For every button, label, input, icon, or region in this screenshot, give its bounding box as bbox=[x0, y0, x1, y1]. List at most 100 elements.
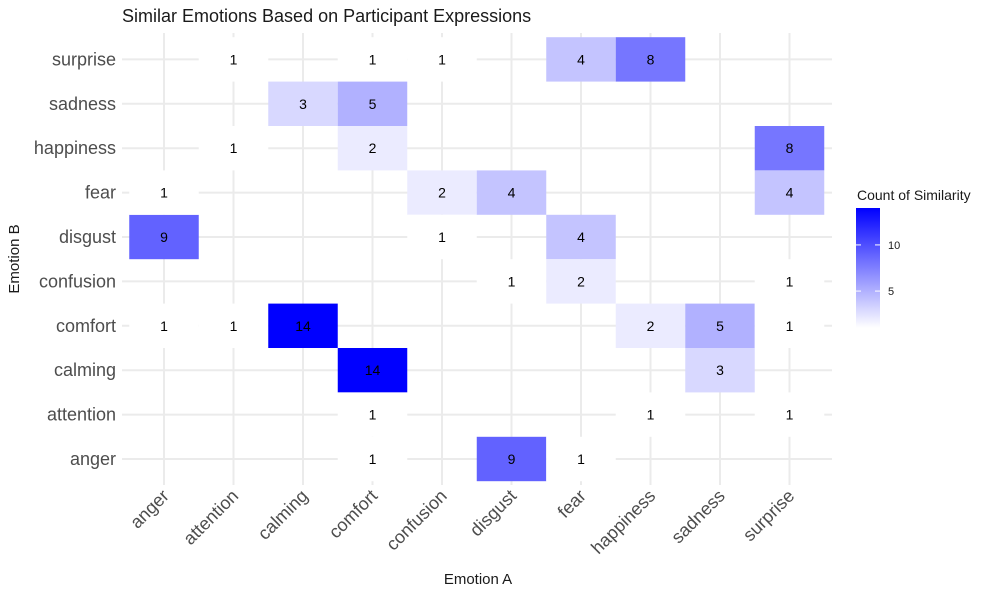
heatmap-cell-attention-happiness bbox=[198, 126, 269, 171]
y-tick-label-fear: fear bbox=[85, 183, 116, 203]
cell-label-attention-happiness: 1 bbox=[230, 140, 238, 156]
y-tick-label-disgust: disgust bbox=[59, 227, 116, 247]
heatmap-cell-comfort-calming bbox=[337, 348, 408, 393]
heatmap-cell-happiness-comfort bbox=[615, 303, 686, 348]
heatmap-cell-surprise-attention bbox=[754, 392, 825, 437]
y-tick-label-sadness: sadness bbox=[49, 94, 116, 114]
cell-label-calming-comfort: 14 bbox=[295, 318, 311, 334]
cell-label-fear-surprise: 4 bbox=[577, 51, 585, 67]
legend-tick-label-5: 5 bbox=[888, 286, 894, 298]
cell-label-disgust-anger: 9 bbox=[508, 451, 516, 467]
heatmap-cell-fear-surprise bbox=[546, 37, 616, 82]
heatmap-cell-anger-fear bbox=[129, 170, 199, 215]
y-tick-label-calming: calming bbox=[54, 360, 116, 380]
heatmap-cell-surprise-happiness bbox=[754, 126, 825, 171]
grid-lines bbox=[122, 33, 832, 485]
x-tick-label-surprise: surprise bbox=[739, 486, 798, 545]
x-tick-label-happiness: happiness bbox=[587, 486, 659, 558]
x-tick-label-disgust: disgust bbox=[466, 486, 520, 540]
heatmap-cell-surprise-confusion bbox=[754, 259, 825, 304]
heatmap-cell-fear-anger bbox=[546, 436, 616, 482]
y-axis-ticks: anger attention calming comfort confusion dis… bbox=[34, 49, 116, 469]
cell-label-surprise-comfort: 1 bbox=[786, 318, 794, 334]
y-tick-label-anger: anger bbox=[70, 449, 116, 469]
legend-ticks: 5 10 bbox=[856, 240, 900, 298]
cell-label-fear-disgust: 4 bbox=[577, 229, 585, 245]
heatmap-cell-surprise-comfort bbox=[754, 303, 825, 348]
x-tick-label-anger: anger bbox=[126, 486, 173, 533]
x-axis-title: Emotion A bbox=[444, 571, 512, 588]
heatmap-cell-confusion-disgust bbox=[407, 214, 477, 260]
cell-label-attention-comfort: 1 bbox=[230, 318, 238, 334]
y-axis-title: Emotion B bbox=[6, 224, 23, 293]
cell-label-happiness-attention: 1 bbox=[647, 407, 655, 423]
heatmap-cells bbox=[129, 37, 825, 482]
cell-label-fear-confusion: 2 bbox=[577, 273, 585, 289]
color-legend: Count of Similarity 5 10 bbox=[856, 187, 971, 328]
cell-label-comfort-anger: 1 bbox=[369, 451, 377, 467]
heatmap-cell-comfort-surprise bbox=[337, 37, 408, 82]
cell-label-happiness-comfort: 2 bbox=[647, 318, 655, 334]
legend-tick-label-10: 10 bbox=[888, 240, 900, 252]
chart-title: Similar Emotions Based on Participant Ex… bbox=[122, 6, 531, 26]
cell-label-anger-comfort: 1 bbox=[160, 318, 168, 334]
cell-label-confusion-surprise: 1 bbox=[438, 51, 446, 67]
cell-label-surprise-attention: 1 bbox=[786, 407, 794, 423]
cell-label-anger-fear: 1 bbox=[160, 185, 168, 201]
heatmap-cell-calming-sadness bbox=[268, 81, 338, 126]
x-tick-label-confusion: confusion bbox=[382, 486, 451, 555]
cell-label-anger-disgust: 9 bbox=[160, 229, 168, 245]
cell-label-sadness-comfort: 5 bbox=[716, 318, 724, 334]
heatmap-cell-comfort-sadness bbox=[337, 81, 408, 126]
heatmap-cell-happiness-surprise bbox=[615, 37, 686, 82]
heatmap-cell-comfort-anger bbox=[337, 436, 408, 482]
cell-label-comfort-attention: 1 bbox=[369, 407, 377, 423]
heatmap-cell-calming-comfort bbox=[268, 303, 338, 348]
x-tick-label-comfort: comfort bbox=[325, 486, 382, 543]
cell-label-comfort-happiness: 2 bbox=[369, 140, 377, 156]
heatmap-cell-disgust-confusion bbox=[476, 259, 547, 304]
heatmap-cell-confusion-fear bbox=[407, 170, 477, 215]
cell-label-surprise-confusion: 1 bbox=[786, 273, 794, 289]
cell-label-comfort-surprise: 1 bbox=[369, 51, 377, 67]
y-tick-label-happiness: happiness bbox=[34, 138, 116, 158]
heatmap-cell-happiness-attention bbox=[615, 392, 686, 437]
heatmap-cell-sadness-comfort bbox=[685, 303, 755, 348]
x-tick-label-attention: attention bbox=[179, 486, 242, 549]
cell-label-comfort-calming: 14 bbox=[365, 362, 381, 378]
x-axis-ticks: anger attention calming comfort confusion dis… bbox=[126, 486, 798, 558]
y-tick-label-surprise: surprise bbox=[52, 49, 116, 69]
y-tick-label-attention: attention bbox=[47, 405, 116, 425]
heatmap-cell-disgust-anger bbox=[476, 436, 547, 482]
cell-label-surprise-fear: 4 bbox=[786, 185, 794, 201]
heatmap-cell-disgust-fear bbox=[476, 170, 547, 215]
cell-label-comfort-sadness: 5 bbox=[369, 96, 377, 112]
cell-label-confusion-disgust: 1 bbox=[438, 229, 446, 245]
heatmap-cell-fear-confusion bbox=[546, 259, 616, 304]
cell-label-sadness-calming: 3 bbox=[716, 362, 724, 378]
heatmap-cell-anger-disgust bbox=[129, 214, 199, 260]
heatmap-cell-anger-comfort bbox=[129, 303, 199, 348]
heatmap-cell-confusion-surprise bbox=[407, 37, 477, 82]
x-tick-label-calming: calming bbox=[254, 486, 312, 544]
heatmap-cell-comfort-happiness bbox=[337, 126, 408, 171]
cell-label-happiness-surprise: 8 bbox=[647, 51, 655, 67]
heatmap-cell-attention-surprise bbox=[198, 37, 269, 82]
x-tick-label-sadness: sadness bbox=[667, 486, 729, 548]
cell-label-fear-anger: 1 bbox=[577, 451, 585, 467]
cell-label-surprise-happiness: 8 bbox=[786, 140, 794, 156]
heatmap-cell-sadness-calming bbox=[685, 348, 755, 393]
y-tick-label-confusion: confusion bbox=[39, 271, 116, 291]
cell-label-calming-sadness: 3 bbox=[299, 96, 307, 112]
cell-label-confusion-fear: 2 bbox=[438, 185, 446, 201]
heatmap-cell-attention-comfort bbox=[198, 303, 269, 348]
heatmap-cell-fear-disgust bbox=[546, 214, 616, 260]
cell-label-attention-surprise: 1 bbox=[230, 51, 238, 67]
cell-label-disgust-confusion: 1 bbox=[508, 273, 516, 289]
cell-label-disgust-fear: 4 bbox=[508, 185, 516, 201]
x-tick-label-fear: fear bbox=[554, 486, 590, 522]
heatmap-cell-comfort-attention bbox=[337, 392, 408, 437]
legend-colorbar bbox=[856, 208, 880, 328]
